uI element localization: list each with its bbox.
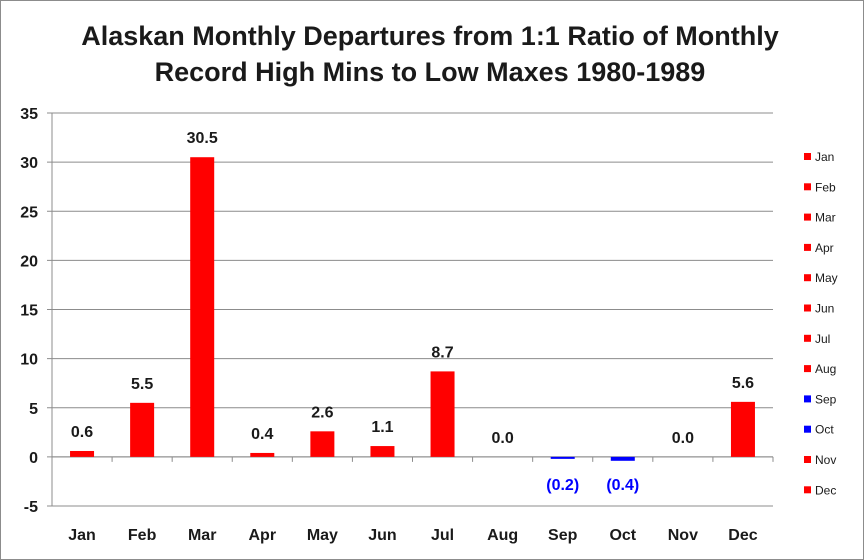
y-tick-label: 10 bbox=[20, 352, 38, 369]
legend-swatch bbox=[804, 425, 811, 433]
legend-label: Sep bbox=[815, 392, 837, 406]
legend-swatch bbox=[804, 183, 811, 191]
y-tick-label: 0 bbox=[29, 450, 38, 467]
legend-swatch bbox=[804, 365, 811, 373]
data-label: 30.5 bbox=[187, 130, 218, 147]
y-tick-label: 5 bbox=[29, 401, 38, 418]
legend-label: Feb bbox=[815, 180, 836, 194]
legend-swatch bbox=[804, 486, 811, 494]
legend-label: May bbox=[815, 271, 838, 285]
bar-sep bbox=[550, 456, 575, 459]
y-tick-label: 20 bbox=[20, 253, 38, 270]
legend-label: Jun bbox=[815, 302, 834, 316]
data-label: 5.5 bbox=[131, 376, 153, 393]
legend-label: Nov bbox=[815, 453, 836, 467]
y-tick-label: 30 bbox=[20, 155, 38, 172]
data-label: 1.1 bbox=[371, 419, 393, 436]
legend-swatch bbox=[804, 153, 811, 160]
x-tick-label: Sep bbox=[548, 527, 578, 544]
data-label: 8.7 bbox=[431, 344, 453, 361]
data-label: 2.6 bbox=[311, 404, 333, 421]
x-tick-label: Nov bbox=[668, 527, 698, 544]
x-tick-label: Jun bbox=[368, 527, 396, 544]
legend-label: Oct bbox=[815, 423, 834, 437]
data-label: 0.0 bbox=[672, 430, 694, 447]
x-tick-label: Oct bbox=[609, 527, 636, 544]
bar-apr bbox=[250, 452, 275, 457]
legend-label: Aug bbox=[815, 362, 836, 376]
bar-jan bbox=[70, 450, 95, 457]
bar-feb bbox=[130, 402, 155, 457]
data-label: 0.0 bbox=[492, 430, 514, 447]
legend-label: Jul bbox=[815, 332, 830, 346]
x-tick-label: Feb bbox=[128, 527, 157, 544]
legend-swatch bbox=[804, 456, 811, 463]
y-tick-label: 15 bbox=[20, 303, 38, 320]
legend-swatch bbox=[804, 304, 811, 312]
data-label: 5.6 bbox=[732, 375, 754, 392]
legend-swatch bbox=[804, 395, 811, 403]
data-label: 0.6 bbox=[71, 424, 93, 441]
legend-swatch bbox=[804, 334, 811, 342]
bar-mar bbox=[190, 157, 215, 457]
data-label: (0.2) bbox=[546, 477, 579, 494]
x-tick-label: Aug bbox=[487, 527, 518, 544]
legend-swatch bbox=[804, 213, 811, 221]
legend-label: Jan bbox=[815, 150, 834, 164]
y-tick-label: -5 bbox=[24, 499, 38, 516]
x-tick-label: May bbox=[307, 527, 338, 544]
x-tick-label: Jul bbox=[431, 527, 454, 544]
legend-swatch bbox=[804, 274, 811, 282]
x-tick-label: Apr bbox=[249, 527, 277, 544]
bar-jul bbox=[430, 371, 455, 457]
chart-title-line-1: Alaskan Monthly Departures from 1:1 Rati… bbox=[81, 21, 779, 51]
y-tick-label: 35 bbox=[20, 106, 38, 123]
x-tick-label: Dec bbox=[728, 527, 757, 544]
legend-swatch bbox=[804, 243, 811, 251]
legend-label: Mar bbox=[815, 211, 836, 225]
x-tick-label: Mar bbox=[188, 527, 216, 544]
bar-oct bbox=[610, 456, 635, 461]
bar-jun bbox=[370, 446, 395, 457]
x-tick-label: Jan bbox=[68, 527, 96, 544]
legend-label: Apr bbox=[815, 241, 834, 255]
bar-dec bbox=[730, 401, 755, 457]
chart-title-line-2: Record High Mins to Low Maxes 1980-1989 bbox=[154, 57, 706, 87]
bar-may bbox=[310, 431, 335, 457]
chart-title: Alaskan Monthly Departures from 1:1 Rati… bbox=[40, 18, 820, 90]
data-label: (0.4) bbox=[606, 477, 639, 494]
data-label: 0.4 bbox=[251, 426, 273, 443]
legend-label: Dec bbox=[815, 483, 836, 497]
y-tick-label: 25 bbox=[20, 204, 38, 221]
